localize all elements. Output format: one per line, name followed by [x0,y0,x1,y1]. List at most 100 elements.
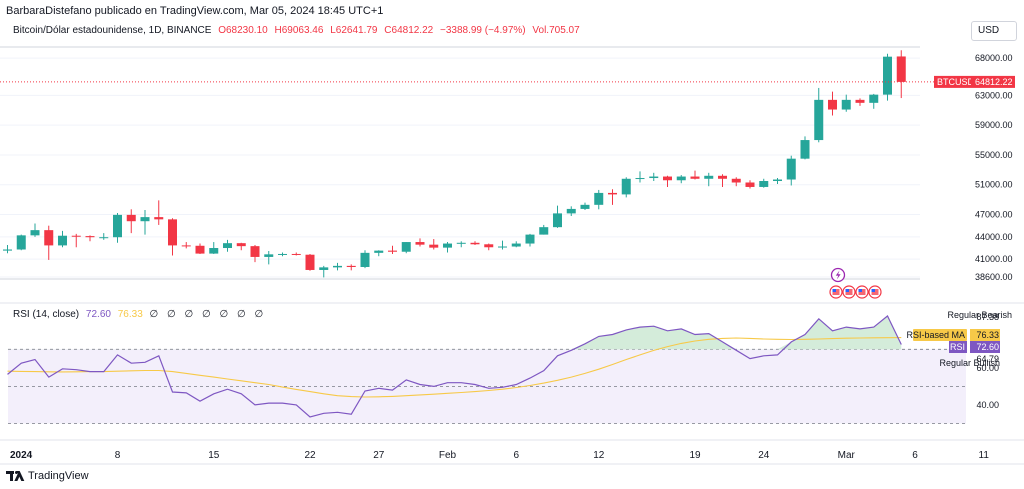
candle-body [346,265,356,267]
rsi-ma-label: RSI-based MA [906,330,965,340]
candle-body [264,254,274,257]
candle-body [223,243,232,249]
flag-canton [858,289,862,292]
candle-body [429,244,439,248]
candle-body [250,246,260,257]
time-tick-label: 15 [208,450,220,461]
rsi-tick-label: 60.00 [976,363,999,373]
candle-body [855,99,865,103]
price-tick-label: 63000.00 [975,90,1013,100]
price-tick-label: 55000.00 [975,150,1013,160]
candle-body [58,235,67,246]
rsi-tick-label: 64.79 [976,354,999,364]
price-tick-label: 44000.00 [975,232,1013,242]
price-tick-label: 59000.00 [975,120,1013,130]
candle-body [30,230,40,236]
candle-body [388,250,397,252]
candle-body [195,245,205,254]
candle-body [99,237,109,239]
lightning-glyph [835,270,841,280]
price-axis: 68000.00 63000.00 59000.00 55000.00 51000.00… [975,53,1013,282]
footer[interactable]: TradingView [6,470,89,482]
rsi-value-box [970,341,1000,353]
time-tick-label: 27 [373,450,385,461]
candle-body [333,265,342,268]
candle-body [360,252,370,267]
flag-canton [845,289,849,292]
candle-body [786,158,796,180]
events[interactable] [829,267,882,299]
symbol-line: Bitcoin/Dólar estadounidense, 1D, BINANC… [13,25,212,36]
rsi-tick-label: 40.00 [976,400,999,410]
rsi-ma-value-box [970,329,1000,341]
last-price-tag: BTCUSD 64812.22 [934,75,1015,88]
rsi-line [7,315,902,418]
candles [3,50,906,278]
price-tick-label: 47000.00 [975,210,1013,220]
candle-body [140,217,150,222]
economic-events[interactable] [829,285,882,299]
candle-body [154,217,164,220]
open-value: O68230.10 [218,25,268,36]
candle-body [126,214,136,222]
high-value: H69063.46 [274,25,324,36]
candle-body [841,99,851,110]
time-tick-label: 6 [513,450,519,461]
candle-body [814,99,824,141]
last-price-symbol: BTCUSD [937,77,975,87]
candle-body [278,253,287,255]
currency-button[interactable]: USD [971,21,1017,41]
time-tick-label: 19 [689,450,701,461]
candle-body [704,175,714,179]
price-tick-label: 38600.00 [975,272,1013,282]
regular-bearish-label: Regular Bearish [947,310,1012,320]
candle-body [553,213,562,228]
candle-body [869,94,879,103]
flag-canton [871,289,875,292]
candle-body [690,176,700,179]
volume-value: Vol.705.07 [532,25,580,36]
time-tick-label: 8 [115,450,121,461]
candle-body [71,235,81,237]
candle-body [291,253,301,255]
rsi-labels: Regular Bearish RSI-based MA 76.33 RSI 7… [906,310,1012,368]
rsi-ma-value: 76.33 [976,330,999,340]
candle-body [635,178,645,180]
rsi-band [8,349,966,424]
rsi-tick-label: 87.38 [976,312,999,322]
candle-body [85,236,95,238]
candle-body [113,214,122,238]
footer-brand: TradingView [28,470,89,482]
candle-body [168,219,177,246]
rsi-legend: RSI (14, close) 72.60 76.33 ∅ ∅ ∅ ∅ ∅ ∅ … [13,309,266,320]
candle-body [470,242,480,245]
price-tick-label: 41000.00 [975,254,1013,264]
candle-body [649,176,659,179]
rsi-ma-legend-value: 76.33 [117,309,143,320]
candle-body [484,244,494,248]
time-tick-label: 24 [758,450,770,461]
time-tick-label: 12 [593,450,605,461]
candle-body [800,140,810,159]
candle-body [236,243,246,247]
time-tick-label: 11 [979,450,990,461]
rsi-overbought-fill [7,316,902,350]
time-tick-label: Feb [439,450,457,461]
candle-body [456,242,466,244]
candle-body [773,179,782,182]
time-axis[interactable]: 2024 8 15 22 27 Feb 6 12 19 24 Mar 6 11 [10,450,989,461]
candle-body [16,235,26,250]
candle-body [621,178,631,195]
last-price-value-box [971,75,1015,88]
candle-body [676,176,686,181]
candle-body [828,99,837,110]
candle-body [415,242,425,245]
candle-body [498,246,507,248]
candle-body [745,182,755,187]
candle-body [759,181,769,187]
candle-body [209,248,219,254]
change-value: −3388.99 (−4.97%) [440,25,526,36]
candle-body [896,56,906,82]
